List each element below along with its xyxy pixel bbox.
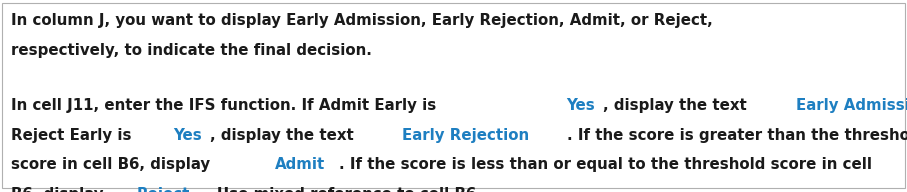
Text: B6, display: B6, display — [11, 187, 109, 192]
Text: Reject: Reject — [137, 187, 190, 192]
Text: In cell J11, enter the IFS function. If Admit Early is: In cell J11, enter the IFS function. If … — [11, 98, 442, 113]
Text: Early Admission: Early Admission — [795, 98, 907, 113]
Text: respectively, to indicate the final decision.: respectively, to indicate the final deci… — [11, 43, 372, 58]
Text: . If the score is greater than the threshold: . If the score is greater than the thres… — [567, 128, 907, 143]
Text: Yes: Yes — [566, 98, 595, 113]
Text: Admit: Admit — [275, 157, 325, 172]
Text: , display the text: , display the text — [210, 128, 359, 143]
Text: In column J, you want to display Early Admission, Early Rejection, Admit, or Rej: In column J, you want to display Early A… — [11, 13, 713, 28]
FancyBboxPatch shape — [2, 3, 905, 188]
Text: . Use mixed reference to cell B6.: . Use mixed reference to cell B6. — [206, 187, 482, 192]
Text: , display the text: , display the text — [603, 98, 753, 113]
Text: score in cell B6, display: score in cell B6, display — [11, 157, 215, 172]
Text: Reject Early is: Reject Early is — [11, 128, 137, 143]
Text: . If the score is less than or equal to the threshold score in cell: . If the score is less than or equal to … — [339, 157, 873, 172]
Text: Yes: Yes — [173, 128, 202, 143]
Text: Early Rejection: Early Rejection — [403, 128, 530, 143]
